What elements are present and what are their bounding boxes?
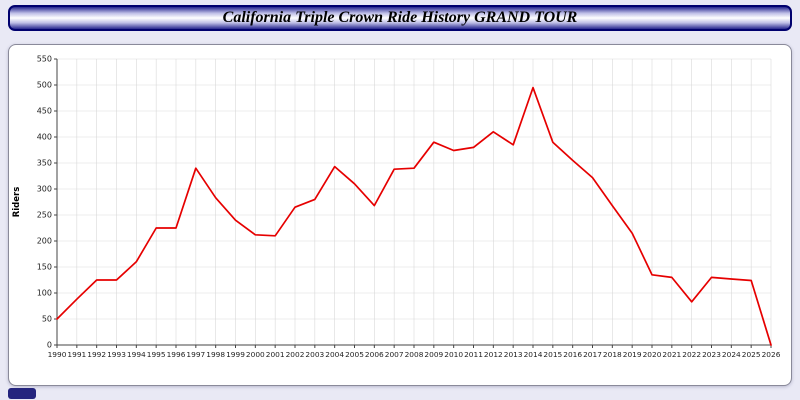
x-tick-label: 2004 <box>325 350 344 359</box>
x-tick-label: 2009 <box>424 350 443 359</box>
page-title: California Triple Crown Ride History GRA… <box>222 9 578 26</box>
y-tick-label: 450 <box>37 107 52 116</box>
y-tick-label: 350 <box>37 159 52 168</box>
y-tick-label: 500 <box>37 81 52 90</box>
y-tick-label: 50 <box>42 315 52 324</box>
window-title-bar: California Triple Crown Ride History GRA… <box>8 5 792 31</box>
x-tick-label: 1992 <box>87 350 106 359</box>
riders-series-line <box>56 86 772 346</box>
x-tick-label: 2000 <box>246 350 265 359</box>
chart-panel: 0 50 100 150 200 250 300 350 400 450 500 550 1990 199… <box>8 44 792 386</box>
x-tick-label: 2022 <box>682 350 701 359</box>
x-tick-label: 2020 <box>643 350 662 359</box>
x-tick-label: 2024 <box>722 350 741 359</box>
y-tick-label: 400 <box>37 133 52 142</box>
y-tick-label: 150 <box>37 263 52 272</box>
x-tick-label: 2010 <box>444 350 463 359</box>
y-tick-label: 250 <box>37 211 52 220</box>
x-tick-label: 2017 <box>583 350 602 359</box>
x-tick-label: 1998 <box>206 350 225 359</box>
x-tick-label: 2005 <box>345 350 364 359</box>
x-tick-label: 2015 <box>543 350 562 359</box>
x-tick-label: 2014 <box>524 350 543 359</box>
x-tick-label: 1997 <box>186 350 205 359</box>
x-tick-label: 1993 <box>107 350 126 359</box>
x-tick-label: 2002 <box>286 350 305 359</box>
y-tick-label: 200 <box>37 237 52 246</box>
x-tick-label: 1994 <box>127 350 146 359</box>
x-tick-label: 2001 <box>266 350 285 359</box>
x-tick-label: 1991 <box>67 350 86 359</box>
x-tick-label: 2013 <box>504 350 523 359</box>
y-axis-title: Riders <box>12 187 22 218</box>
x-tick-label: 2011 <box>464 350 483 359</box>
x-tick-label: 2026 <box>762 350 781 359</box>
y-tick-label: 0 <box>47 341 52 350</box>
x-tick-label: 2016 <box>563 350 582 359</box>
x-tick-label: 2025 <box>742 350 761 359</box>
x-tick-label: 2019 <box>623 350 642 359</box>
x-tick-label: 2008 <box>405 350 424 359</box>
x-tick-label: 2018 <box>603 350 622 359</box>
y-tick-label: 550 <box>37 55 52 64</box>
x-tick-label: 1995 <box>147 350 166 359</box>
x-tick-label: 2023 <box>702 350 721 359</box>
x-tick-label: 1990 <box>48 350 67 359</box>
x-tick-label: 1999 <box>226 350 245 359</box>
x-tick-label: 2021 <box>662 350 681 359</box>
x-tick-label: 2006 <box>365 350 384 359</box>
x-tick-label: 2007 <box>385 350 404 359</box>
x-tick-label: 2003 <box>305 350 324 359</box>
bottom-left-badge[interactable] <box>8 388 36 399</box>
y-tick-label: 300 <box>37 185 52 194</box>
x-tick-label: 2012 <box>484 350 503 359</box>
x-tick-label: 1996 <box>167 350 186 359</box>
y-tick-label: 100 <box>37 289 52 298</box>
